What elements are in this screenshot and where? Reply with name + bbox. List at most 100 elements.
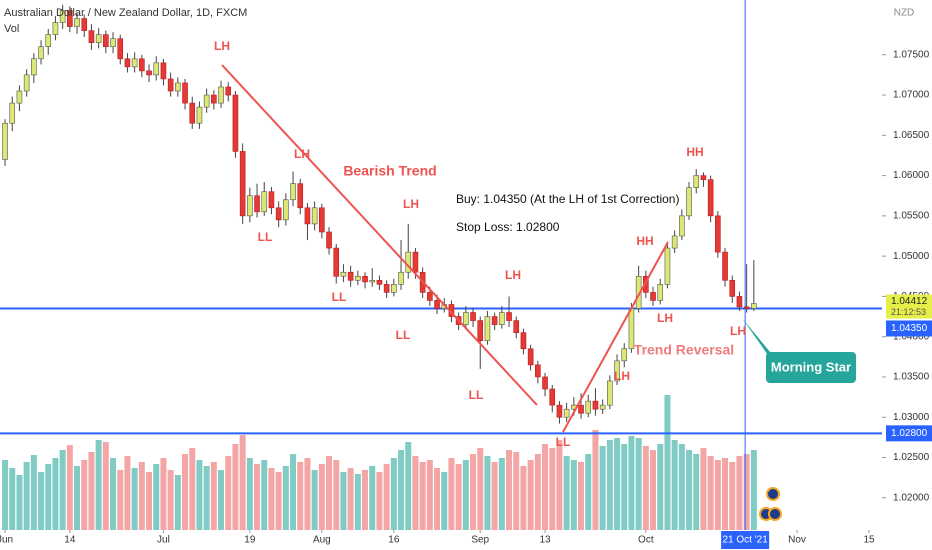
volume-bar xyxy=(282,466,289,530)
volume-bar xyxy=(650,450,657,530)
event-icon[interactable] xyxy=(766,487,780,501)
volume-bar xyxy=(117,470,124,530)
candle-body xyxy=(700,175,707,180)
candle-body xyxy=(664,247,671,285)
y-tick-label: 1.07500 xyxy=(893,49,930,60)
volume-bar xyxy=(275,472,282,530)
candle-body xyxy=(383,284,390,293)
volume-bar xyxy=(30,455,37,530)
candle-body xyxy=(398,271,404,285)
x-tick-label: 16 xyxy=(388,535,400,546)
candle-body xyxy=(527,348,534,366)
candle-body xyxy=(722,251,728,281)
volume-bar xyxy=(261,460,268,530)
volume-bar xyxy=(88,452,95,530)
volume-bar xyxy=(736,456,743,530)
volume-bar xyxy=(354,474,361,530)
candle-body xyxy=(103,34,109,48)
candle-body xyxy=(736,296,743,308)
y-tick-label: 1.03500 xyxy=(893,372,930,383)
candle-body xyxy=(686,187,692,217)
volume-bar xyxy=(390,458,397,530)
volume-bar xyxy=(606,440,613,530)
crosshair-label-box xyxy=(721,531,770,549)
candle-body xyxy=(542,376,548,390)
volume-bar xyxy=(153,464,160,530)
volume-bar xyxy=(498,458,505,530)
volume-bar xyxy=(592,430,599,530)
x-tick-label: Sep xyxy=(471,535,489,546)
volume-bar xyxy=(693,454,700,530)
candle-body xyxy=(743,306,750,309)
volume-bar xyxy=(110,458,117,530)
volume-bar xyxy=(160,458,167,530)
volume-bar xyxy=(470,454,477,530)
candle-body xyxy=(182,82,188,104)
volume-bar xyxy=(66,445,73,530)
volume-bar xyxy=(570,460,577,530)
annotation: Stop Loss: 1.02800 xyxy=(456,220,560,234)
x-tick-label: Nov xyxy=(788,535,806,546)
volume-bar xyxy=(722,458,729,530)
volume-bar xyxy=(578,462,585,530)
candle-body xyxy=(189,102,196,124)
volume-bar xyxy=(729,462,736,530)
callout-text: Morning Star xyxy=(771,359,851,374)
candle-body xyxy=(59,10,66,23)
volume-bar xyxy=(657,444,664,530)
candle-body xyxy=(671,235,678,249)
candle-body xyxy=(232,94,239,152)
annotation: LL xyxy=(556,435,571,449)
volume-bar xyxy=(635,438,642,530)
price-line-label: 1.04350 xyxy=(891,323,928,334)
volume-bar xyxy=(167,470,174,530)
crosshair-label: 21 Oct '21 xyxy=(722,535,768,546)
volume-bar xyxy=(146,472,153,530)
y-tick-label: 1.02500 xyxy=(893,452,930,463)
volume-bar xyxy=(131,468,138,530)
y-tick-label: 1.06000 xyxy=(893,170,930,181)
volume-bar xyxy=(520,466,527,530)
volume-bar xyxy=(340,472,347,530)
volume-bar xyxy=(642,446,649,530)
volume-label: Vol xyxy=(4,23,19,35)
volume-bar xyxy=(268,468,275,530)
candle-body xyxy=(117,38,124,60)
candle-body xyxy=(45,34,52,48)
candle-body xyxy=(607,380,613,406)
volume-bar xyxy=(534,454,541,530)
candle-body xyxy=(23,74,30,92)
volume-bar xyxy=(9,468,16,530)
candle-body xyxy=(268,191,275,209)
volume-bar xyxy=(383,464,390,530)
volume-bar xyxy=(254,464,261,530)
volume-bar xyxy=(369,466,376,530)
annotation: LH xyxy=(614,369,630,383)
candle-body xyxy=(427,292,433,301)
candle-body xyxy=(247,195,253,217)
volume-bar xyxy=(599,446,606,530)
candle-body xyxy=(563,408,570,418)
candle-body xyxy=(283,199,289,221)
last-price-box xyxy=(886,294,932,319)
chart-title: Australian Dollar / New Zealand Dollar, … xyxy=(4,7,247,19)
candle-body xyxy=(621,348,628,362)
annotation: Bearish Trend xyxy=(343,163,436,179)
volume-bar xyxy=(614,438,621,530)
candle-body xyxy=(578,404,584,414)
event-icon[interactable] xyxy=(768,507,782,521)
volume-bar xyxy=(412,456,419,530)
x-tick-label: Jul xyxy=(157,535,170,546)
candle-body xyxy=(549,388,556,406)
volume-bar xyxy=(700,448,707,530)
annotation: LL xyxy=(332,290,347,304)
volume-bar xyxy=(398,450,405,530)
candle-body xyxy=(175,82,181,92)
volume-bar xyxy=(513,452,520,530)
candle-body xyxy=(88,30,95,43)
annotation: HH xyxy=(686,145,703,159)
volume-bar xyxy=(74,466,81,530)
y-tick-label: 1.07000 xyxy=(893,90,930,101)
volume-bar xyxy=(678,444,685,530)
volume-bar xyxy=(218,470,225,530)
